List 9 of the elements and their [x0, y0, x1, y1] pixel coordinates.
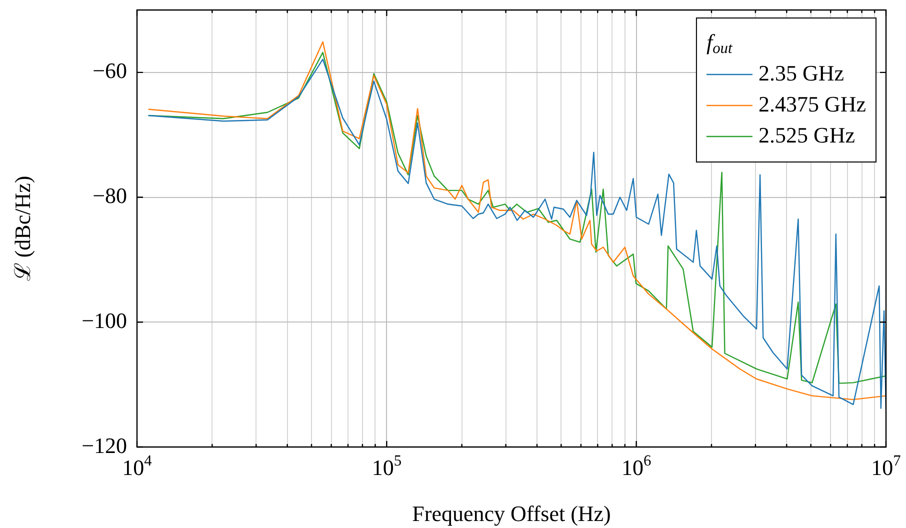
- y-axis-title: ℒ (dBc/Hz): [10, 176, 35, 282]
- legend-label: 2.35 GHz: [758, 60, 844, 86]
- legend-label: 2.525 GHz: [758, 122, 856, 148]
- x-axis-title: Frequency Offset (Hz): [412, 500, 611, 526]
- y-tick-label: −60: [92, 58, 128, 84]
- y-tick-label: −120: [82, 432, 128, 458]
- legend-label: 2.4375 GHz: [758, 91, 866, 116]
- y-tick-label: −80: [92, 183, 128, 208]
- y-tick-label: −100: [82, 308, 128, 333]
